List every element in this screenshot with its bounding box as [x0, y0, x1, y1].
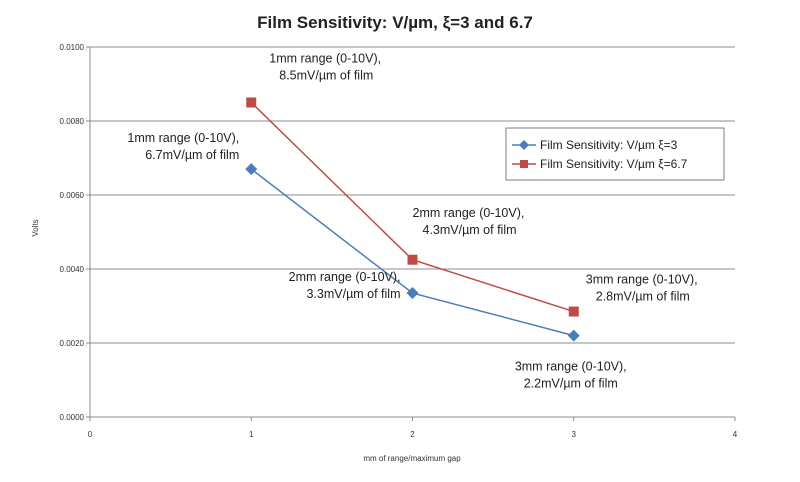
legend-entry-label: Film Sensitivity: V/µm ξ=6.7	[540, 157, 688, 171]
legend-marker-diamond	[519, 140, 529, 150]
gridlines	[90, 46, 735, 344]
series-group	[245, 97, 580, 342]
data-label: 2mm range (0-10V), 3.3mV/µm of film	[289, 270, 401, 301]
data-point-square	[568, 306, 579, 317]
y-tick-label: 0.0100	[60, 43, 85, 52]
x-axis-label: mm of range/maximum gap	[363, 454, 461, 463]
legend-marker-square	[520, 160, 528, 168]
series-line	[250, 168, 574, 337]
data-point-square	[407, 254, 418, 265]
data-point-square	[246, 97, 257, 108]
x-tick-labels: 0 1 2 3 4	[88, 430, 738, 439]
x-tick-label: 3	[572, 430, 577, 439]
y-tick-label: 0.0040	[60, 265, 85, 274]
legend: Film Sensitivity: V/µm ξ=3 Film Sensitivi…	[505, 127, 725, 181]
legend-box	[505, 127, 725, 181]
x-tick-label: 4	[733, 430, 738, 439]
data-label: 3mm range (0-10V), 2.8mV/µm of film	[586, 273, 698, 304]
y-tick-label: 0.0060	[60, 191, 85, 200]
x-tick-label: 1	[249, 430, 254, 439]
axes	[86, 46, 736, 421]
annotations: 1mm range (0-10V), 6.7mV/µm of film 2mm ra…	[127, 52, 697, 391]
y-axis-label: Volts	[31, 219, 40, 236]
chart-title: Film Sensitivity: V/µm, ξ=3 and 6.7	[257, 13, 533, 32]
data-point-diamond	[567, 329, 580, 342]
y-tick-label: 0.0000	[60, 413, 85, 422]
data-label: 1mm range (0-10V), 8.5mV/µm of film	[269, 52, 381, 83]
legend-entry-label: Film Sensitivity: V/µm ξ=3	[540, 138, 678, 152]
y-tick-label: 0.0080	[60, 117, 85, 126]
data-point-diamond	[406, 287, 419, 300]
data-label: 3mm range (0-10V), 2.2mV/µm of film	[515, 360, 627, 391]
data-label: 1mm range (0-10V), 6.7mV/µm of film	[127, 131, 239, 162]
data-point-diamond	[245, 163, 258, 176]
y-tick-label: 0.0020	[60, 339, 85, 348]
x-tick-label: 2	[410, 430, 415, 439]
data-label: 2mm range (0-10V), 4.3mV/µm of film	[413, 206, 525, 237]
x-tick-label: 0	[88, 430, 93, 439]
y-tick-labels: 0.0000 0.0020 0.0040 0.0060 0.0080 0.0100	[60, 43, 85, 422]
